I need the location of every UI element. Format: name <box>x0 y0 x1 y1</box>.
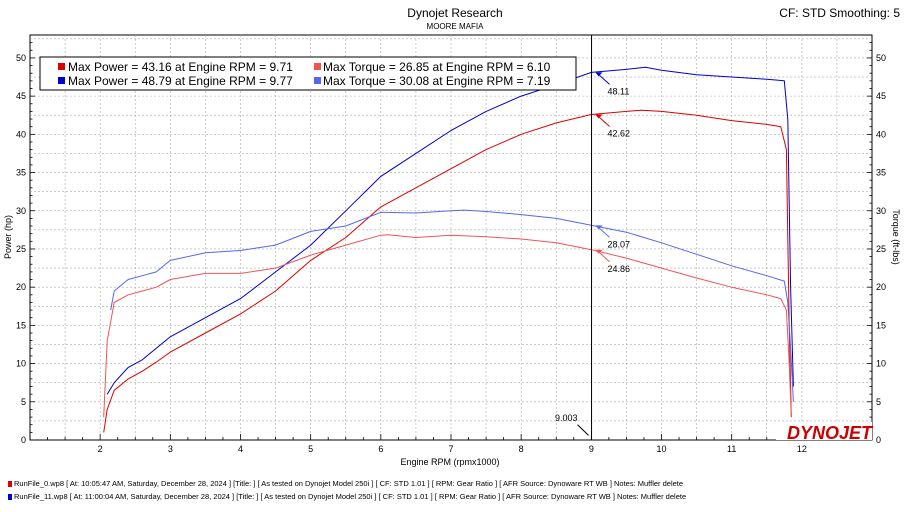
marker-leader <box>599 252 610 263</box>
y-tick-label-left: 0 <box>21 435 26 445</box>
footer-run1-color-icon <box>8 494 12 501</box>
marker-leader <box>599 117 610 127</box>
series-layer <box>103 66 794 436</box>
footer-run1-text: RunFile_11.wp8 [ At: 11:00:04 AM, Saturd… <box>14 492 687 501</box>
y-axis-label-right: Torque (ft-lbs) <box>891 209 901 265</box>
footer-run0-text: RunFile_0.wp8 [ At: 10:05:47 AM, Saturda… <box>14 479 684 488</box>
grid <box>30 35 872 440</box>
marker-leader <box>599 227 610 238</box>
y-tick-label-left: 20 <box>16 282 26 292</box>
y-tick-label-left: 30 <box>16 206 26 216</box>
x-tick-label: 2 <box>98 444 103 454</box>
legend-run1-torque: Max Torque = 30.08 at Engine RPM = 7.19 <box>323 74 551 88</box>
y-tick-label-right: 15 <box>876 320 886 330</box>
footer-run0: RunFile_0.wp8 [ At: 10:05:47 AM, Saturda… <box>8 479 683 488</box>
footer-run0-color-icon <box>8 481 12 488</box>
legend-swatch-run1-torque <box>314 77 321 84</box>
y-tick-label-left: 35 <box>16 168 26 178</box>
x-tick-label: 7 <box>448 444 453 454</box>
y-tick-label-right: 20 <box>876 282 886 292</box>
y-tick-label-right: 25 <box>876 244 886 254</box>
marker-arrow-icon <box>595 72 603 77</box>
rpm-cursor-label: 9.003 <box>555 413 578 423</box>
y-tick-label-left: 50 <box>16 53 26 63</box>
chart-title: Dynojet Research <box>407 6 502 20</box>
y-tick-label-right: 45 <box>876 91 886 101</box>
x-tick-label: 10 <box>656 444 666 454</box>
legend-run1-power: Max Power = 48.79 at Engine RPM = 9.77 <box>68 74 293 88</box>
y-tick-label-left: 10 <box>16 359 26 369</box>
x-tick-label: 4 <box>238 444 243 454</box>
cursor-label-arrow <box>577 424 589 436</box>
marker-arrow-icon <box>595 114 603 119</box>
x-tick-label: 9 <box>589 444 594 454</box>
x-tick-label: 3 <box>168 444 173 454</box>
legend-swatch-run1-power <box>58 77 65 84</box>
series-line-run1_power <box>106 66 794 395</box>
marker-value-run0_power: 42.62 <box>608 128 631 138</box>
y-tick-label-left: 40 <box>16 129 26 139</box>
y-axis-label-left: Power (hp) <box>3 215 13 259</box>
y-tick-label-right: 30 <box>876 206 886 216</box>
x-tick-label: 6 <box>378 444 383 454</box>
y-tick-label-right: 5 <box>876 397 881 407</box>
cf-smoothing-label: CF: STD Smoothing: 5 <box>779 6 900 20</box>
x-axis-label: Engine RPM (rpmx1000) <box>400 457 499 467</box>
cursor-markers: 48.11 42.62 28.07 24.86 <box>595 72 631 274</box>
y-tick-label-right: 35 <box>876 168 886 178</box>
series-line-run0_power <box>103 109 792 433</box>
marker-arrow-icon <box>595 249 603 254</box>
y-tick-label-left: 25 <box>16 244 26 254</box>
dynojet-logo: DYNOJET <box>776 422 874 443</box>
legend-box <box>39 56 577 91</box>
legend-swatch-run0-power <box>58 63 65 70</box>
logo-text: DYNOJET <box>787 423 874 443</box>
legend-run0-torque: Max Torque = 26.85 at Engine RPM = 6.10 <box>323 60 551 74</box>
series-line-run0_torque <box>103 234 792 418</box>
y-tick-label-right: 40 <box>876 129 886 139</box>
x-tick-label: 11 <box>727 444 736 454</box>
marker-value-run1_power: 48.11 <box>608 86 630 96</box>
legend-run0-power: Max Power = 43.16 at Engine RPM = 9.71 <box>68 60 293 74</box>
series-line-run1_torque <box>110 209 794 402</box>
x-tick-label: 12 <box>797 444 807 454</box>
marker-leader <box>599 75 610 85</box>
y-tick-label-left: 45 <box>16 91 26 101</box>
y-tick-label-left: 15 <box>16 320 26 330</box>
y-tick-label-right: 10 <box>876 359 886 369</box>
y-tick-label-right: 50 <box>876 53 886 63</box>
marker-value-run0_torque: 24.86 <box>608 264 631 274</box>
x-tick-label: 5 <box>308 444 313 454</box>
y-tick-label-left: 5 <box>21 397 26 407</box>
marker-arrow-icon <box>595 225 603 230</box>
legend: Max Power = 43.16 at Engine RPM = 9.71 M… <box>39 56 577 91</box>
legend-swatch-run0-torque <box>314 63 321 70</box>
chart-subtitle: MOORE MAFIA <box>427 22 485 31</box>
x-tick-label: 8 <box>519 444 524 454</box>
footer-run1: RunFile_11.wp8 [ At: 11:00:04 AM, Saturd… <box>8 492 686 501</box>
y-tick-label-right: 0 <box>876 435 881 445</box>
marker-value-run1_torque: 28.07 <box>608 239 631 249</box>
